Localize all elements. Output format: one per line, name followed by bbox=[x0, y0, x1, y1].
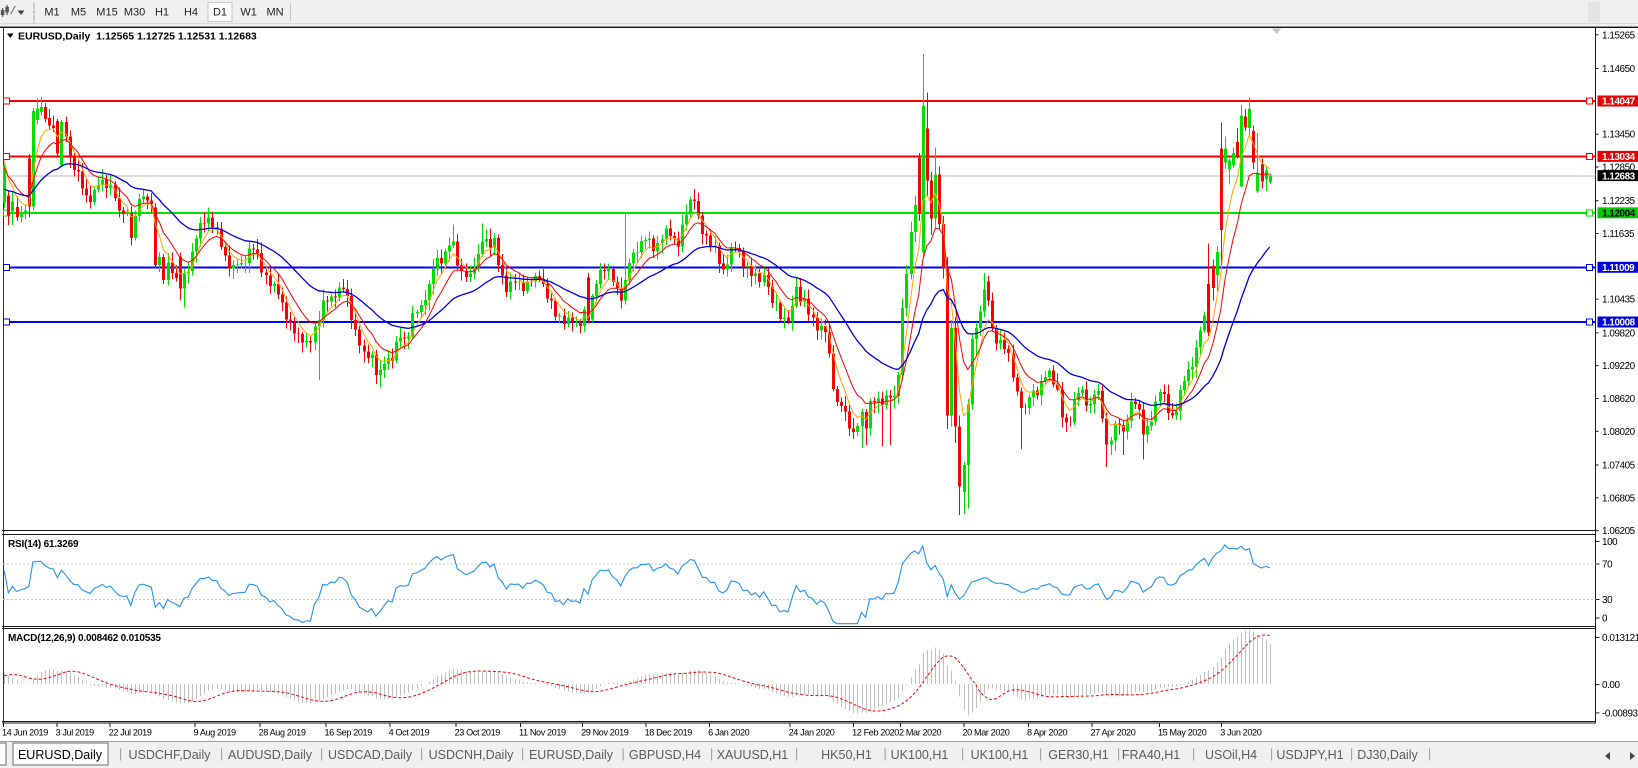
svg-text:30: 30 bbox=[1602, 595, 1613, 606]
svg-text:1.14650: 1.14650 bbox=[1602, 64, 1636, 75]
svg-text:DJ30,Daily: DJ30,Daily bbox=[1357, 748, 1418, 762]
svg-text:AUDUSD,Daily: AUDUSD,Daily bbox=[228, 748, 313, 762]
svg-text:0.013121: 0.013121 bbox=[1602, 633, 1638, 644]
svg-text:1.12683: 1.12683 bbox=[1602, 171, 1636, 182]
svg-text:|: | bbox=[220, 747, 223, 761]
svg-text:FRA40,H1: FRA40,H1 bbox=[1122, 748, 1180, 762]
svg-text:15 May 2020: 15 May 2020 bbox=[1158, 728, 1207, 738]
svg-text:USDCHF,Daily: USDCHF,Daily bbox=[129, 748, 212, 762]
svg-text:UK100,H1: UK100,H1 bbox=[891, 748, 949, 762]
svg-text:1.09220: 1.09220 bbox=[1602, 361, 1636, 372]
svg-text:|: | bbox=[961, 747, 964, 761]
svg-text:1.13034: 1.13034 bbox=[1602, 152, 1636, 163]
svg-text:MN: MN bbox=[266, 7, 283, 19]
svg-text:GER30,H1: GER30,H1 bbox=[1048, 748, 1108, 762]
svg-text:2 Mar 2020: 2 Mar 2020 bbox=[899, 728, 942, 738]
svg-text:70: 70 bbox=[1602, 560, 1613, 571]
svg-text:0.00: 0.00 bbox=[1602, 680, 1620, 691]
svg-text:|: | bbox=[420, 747, 423, 761]
svg-text:1.11009: 1.11009 bbox=[1602, 263, 1635, 274]
svg-text:|: | bbox=[1192, 747, 1195, 761]
svg-text:1.12235: 1.12235 bbox=[1602, 196, 1636, 207]
svg-text:W1: W1 bbox=[240, 7, 257, 19]
svg-text:27 Apr 2020: 27 Apr 2020 bbox=[1091, 728, 1136, 738]
svg-text:|: | bbox=[710, 747, 713, 761]
svg-text:1.06205: 1.06205 bbox=[1602, 526, 1636, 537]
svg-text:1.14047: 1.14047 bbox=[1602, 97, 1636, 108]
svg-text:0: 0 bbox=[1602, 614, 1608, 625]
svg-text:M5: M5 bbox=[71, 7, 86, 19]
svg-text:USDCAD,Daily: USDCAD,Daily bbox=[328, 748, 413, 762]
svg-text:|: | bbox=[1039, 747, 1042, 761]
svg-text:6 Jan 2020: 6 Jan 2020 bbox=[708, 728, 750, 738]
svg-text:M30: M30 bbox=[124, 7, 145, 19]
svg-text:16 Sep 2019: 16 Sep 2019 bbox=[325, 728, 373, 738]
svg-text:|: | bbox=[1428, 747, 1431, 761]
svg-text:|: | bbox=[795, 747, 798, 761]
svg-text:18 Dec 2019: 18 Dec 2019 bbox=[645, 728, 693, 738]
svg-text:12 Feb 2020: 12 Feb 2020 bbox=[852, 728, 899, 738]
svg-text:XAUUSD,H1: XAUUSD,H1 bbox=[717, 748, 789, 762]
svg-text:EURUSD,Daily: EURUSD,Daily bbox=[18, 748, 103, 762]
svg-text:23 Oct 2019: 23 Oct 2019 bbox=[455, 728, 501, 738]
svg-text:|: | bbox=[1117, 747, 1120, 761]
svg-text:14 Jun 2019: 14 Jun 2019 bbox=[2, 728, 48, 738]
svg-text:|: | bbox=[884, 747, 887, 761]
svg-text:1.07405: 1.07405 bbox=[1602, 461, 1636, 472]
svg-text:|: | bbox=[521, 747, 524, 761]
svg-text:4 Oct 2019: 4 Oct 2019 bbox=[389, 728, 430, 738]
svg-text:UK100,H1: UK100,H1 bbox=[971, 748, 1029, 762]
svg-text:1.15265: 1.15265 bbox=[1602, 30, 1636, 41]
svg-text:1.12850: 1.12850 bbox=[1602, 163, 1636, 174]
svg-text:100: 100 bbox=[1602, 537, 1618, 548]
svg-text:3 Jul 2019: 3 Jul 2019 bbox=[56, 728, 94, 738]
svg-text:H1: H1 bbox=[155, 7, 169, 19]
svg-text:20 Mar 2020: 20 Mar 2020 bbox=[963, 728, 1010, 738]
svg-text:|: | bbox=[1350, 747, 1353, 761]
svg-text:1.08020: 1.08020 bbox=[1602, 427, 1636, 438]
svg-text:-0.008933: -0.008933 bbox=[1602, 708, 1638, 719]
svg-text:USDCNH,Daily: USDCNH,Daily bbox=[429, 748, 514, 762]
svg-text:GBPUSD,H4: GBPUSD,H4 bbox=[629, 748, 701, 762]
svg-text:MACD(12,26,9) 0.008462 0.01053: MACD(12,26,9) 0.008462 0.010535 bbox=[8, 633, 161, 644]
svg-text:H4: H4 bbox=[184, 7, 198, 19]
svg-text:8 Apr 2020: 8 Apr 2020 bbox=[1027, 728, 1068, 738]
svg-text:HK50,H1: HK50,H1 bbox=[821, 748, 872, 762]
svg-text:3 Jun 2020: 3 Jun 2020 bbox=[1220, 728, 1262, 738]
svg-text:1.06805: 1.06805 bbox=[1602, 493, 1636, 504]
svg-text:1.12004: 1.12004 bbox=[1602, 209, 1636, 220]
svg-text:|: | bbox=[622, 747, 625, 761]
svg-text:1.09820: 1.09820 bbox=[1602, 328, 1636, 339]
svg-text:1.10008: 1.10008 bbox=[1602, 318, 1636, 329]
svg-text:D1: D1 bbox=[213, 7, 227, 19]
svg-text:1.13450: 1.13450 bbox=[1602, 130, 1636, 141]
svg-text:29 Nov 2019: 29 Nov 2019 bbox=[581, 728, 629, 738]
svg-text:28 Aug 2019: 28 Aug 2019 bbox=[259, 728, 306, 738]
svg-text:1.08620: 1.08620 bbox=[1602, 394, 1636, 405]
svg-text:M1: M1 bbox=[44, 7, 59, 19]
svg-text:EURUSD,Daily: EURUSD,Daily bbox=[529, 748, 614, 762]
svg-text:USDJPY,H1: USDJPY,H1 bbox=[1276, 748, 1343, 762]
svg-text:1.11635: 1.11635 bbox=[1602, 229, 1635, 240]
svg-text:EURUSD,Daily 1.12565 1.12725: EURUSD,Daily 1.12565 1.12725 1.12531 1.1… bbox=[18, 31, 257, 43]
svg-text:|: | bbox=[119, 747, 122, 761]
svg-text:M15: M15 bbox=[96, 7, 117, 19]
svg-text:|: | bbox=[320, 747, 323, 761]
svg-text:1.10435: 1.10435 bbox=[1602, 295, 1636, 306]
svg-text:9 Aug 2019: 9 Aug 2019 bbox=[194, 728, 237, 738]
svg-text:|: | bbox=[1270, 747, 1273, 761]
svg-text:24 Jan 2020: 24 Jan 2020 bbox=[789, 728, 835, 738]
svg-text:22 Jul 2019: 22 Jul 2019 bbox=[109, 728, 152, 738]
svg-text:USOil,H4: USOil,H4 bbox=[1205, 748, 1257, 762]
svg-text:11 Nov 2019: 11 Nov 2019 bbox=[519, 728, 566, 738]
svg-text:RSI(14) 61.3269: RSI(14) 61.3269 bbox=[8, 539, 79, 550]
